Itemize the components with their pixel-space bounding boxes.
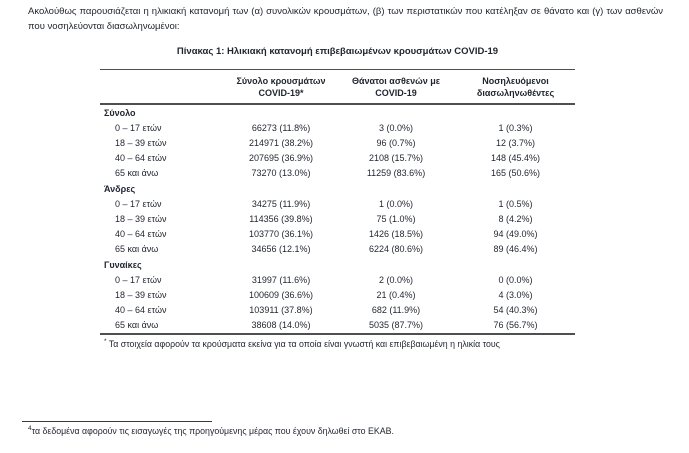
age-label: 65 και άνω <box>115 244 159 254</box>
cases-value: 100609 (36.6%) <box>248 290 314 300</box>
intubated-value: 4 (3.0%) <box>498 290 533 300</box>
table-row: 18 – 39 ετών 214971 (38.2%) 96 (0.7%) 12… <box>100 136 575 151</box>
header-row: Σύνολο κρουσμάτων COVID-19* Θάνατοι ασθε… <box>100 69 575 105</box>
cases-value: 31997 (11.6%) <box>251 275 311 285</box>
page-footnote-text: 4τα δεδομένα αφορούν τις εισαγωγές της π… <box>0 422 689 437</box>
table-row: 40 – 64 ετών 207695 (36.9%) 2108 (15.7%)… <box>100 151 575 166</box>
cases-value: 103770 (36.1%) <box>248 229 314 239</box>
table-title: Πίνακας 1: Ηλικιακή κατανομή επιβεβαιωμέ… <box>176 46 499 57</box>
section-row-men: Άνδρες <box>100 181 575 197</box>
cases-value: 207695 (36.9%) <box>248 153 314 163</box>
section-label: Γυναίκες <box>104 260 142 270</box>
page-footnote: 4τα δεδομένα αφορούν τις εισαγωγές της π… <box>0 421 689 437</box>
deaths-value: 3 (0.0%) <box>378 123 413 133</box>
table-footnote: * Τα στοιχεία αφορούν τα κρούσματα εκείν… <box>100 338 575 350</box>
cases-table: Σύνολο κρουσμάτων COVID-19* Θάνατοι ασθε… <box>100 69 575 335</box>
table-row: 0 – 17 ετών 66273 (11.8%) 3 (0.0%) 1 (0.… <box>100 121 575 136</box>
cases-value: 34656 (12.1%) <box>251 244 311 254</box>
age-label: 18 – 39 ετών <box>115 214 167 224</box>
age-label: 65 και άνω <box>115 168 159 178</box>
deaths-value: 2 (0.0%) <box>378 275 413 285</box>
page-footnote-marker: 4 <box>28 425 32 433</box>
empty-header-cell <box>100 69 226 105</box>
deaths-value: 1426 (18.5%) <box>368 229 424 239</box>
table-footnote-marker: * <box>104 338 107 346</box>
cases-value: 114356 (39.8%) <box>249 214 313 224</box>
table-row: 65 και άνω 38608 (14.0%) 5035 (87.7%) 76… <box>100 318 575 334</box>
table-block: Πίνακας 1: Ηλικιακή κατανομή επιβεβαιωμέ… <box>100 46 575 350</box>
age-label: 0 – 17 ετών <box>115 199 162 209</box>
cases-value: 66273 (11.8%) <box>251 123 311 133</box>
intubated-value: 148 (45.4%) <box>490 153 541 163</box>
age-label: 18 – 39 ετών <box>115 290 167 300</box>
age-label: 40 – 64 ετών <box>115 305 167 315</box>
table-row: 65 και άνω 73270 (13.0%) 11259 (83.6%) 1… <box>100 166 575 181</box>
cases-value: 214971 (38.2%) <box>248 138 314 148</box>
table-footnote-text: Τα στοιχεία αφορούν τα κρούσματα εκείνα … <box>108 339 500 349</box>
intubated-value: 89 (46.4%) <box>493 244 538 254</box>
cases-value: 38608 (14.0%) <box>251 320 311 330</box>
col-header-deaths: Θάνατοι ασθενών με COVID-19 <box>336 69 456 105</box>
deaths-value: 96 (0.7%) <box>376 138 416 148</box>
intubated-value: 0 (0.0%) <box>498 275 533 285</box>
cases-value: 34275 (11.9%) <box>251 199 311 209</box>
deaths-value: 1 (0.0%) <box>378 199 413 209</box>
age-label: 0 – 17 ετών <box>115 123 162 133</box>
age-label: 0 – 17 ετών <box>115 275 162 285</box>
deaths-value: 5035 (87.7%) <box>368 320 424 330</box>
table-row: 18 – 39 ετών 114356 (39.8%) 75 (1.0%) 8 … <box>100 212 575 227</box>
table-row: 40 – 64 ετών 103911 (37.8%) 682 (11.9%) … <box>100 303 575 318</box>
intubated-value: 94 (49.0%) <box>493 229 538 239</box>
table-row: 18 – 39 ετών 100609 (36.6%) 21 (0.4%) 4 … <box>100 288 575 303</box>
cases-value: 73270 (13.0%) <box>251 168 311 178</box>
age-label: 65 και άνω <box>115 320 159 330</box>
intubated-value: 12 (3.7%) <box>495 138 536 148</box>
intubated-value: 1 (0.3%) <box>498 123 533 133</box>
table-row: 0 – 17 ετών 31997 (11.6%) 2 (0.0%) 0 (0.… <box>100 273 575 288</box>
age-label: 40 – 64 ετών <box>115 153 167 163</box>
deaths-value: 2108 (15.7%) <box>368 153 424 163</box>
age-label: 40 – 64 ετών <box>115 229 167 239</box>
deaths-value: 21 (0.4%) <box>376 290 416 300</box>
section-label: Σύνολο <box>104 108 136 118</box>
footnote-separator <box>22 421 212 422</box>
col-header-intubated: Νοσηλευόμενοι διασωληνωθέντες <box>456 69 575 105</box>
deaths-value: 11259 (83.6%) <box>366 168 426 178</box>
section-label: Άνδρες <box>104 184 136 194</box>
table-row: 65 και άνω 34656 (12.1%) 6224 (80.6%) 89… <box>100 242 575 257</box>
intubated-value: 54 (40.3%) <box>493 305 538 315</box>
age-label: 18 – 39 ετών <box>115 138 167 148</box>
intro-paragraph: Ακολούθως παρουσιάζεται η ηλικιακή καταν… <box>28 6 663 32</box>
cases-value: 103911 (37.8%) <box>249 305 313 315</box>
table-row: 0 – 17 ετών 34275 (11.9%) 1 (0.0%) 1 (0.… <box>100 197 575 212</box>
deaths-value: 6224 (80.6%) <box>368 244 424 254</box>
col-header-cases: Σύνολο κρουσμάτων COVID-19* <box>226 69 336 105</box>
intubated-value: 8 (4.2%) <box>498 214 533 224</box>
deaths-value: 75 (1.0%) <box>376 214 416 224</box>
intubated-value: 165 (50.6%) <box>490 168 541 178</box>
deaths-value: 682 (11.9%) <box>371 305 421 315</box>
section-row-women: Γυναίκες <box>100 257 575 273</box>
page-footnote-body: τα δεδομένα αφορούν τις εισαγωγές της πρ… <box>31 426 394 436</box>
table-row: 40 – 64 ετών 103770 (36.1%) 1426 (18.5%)… <box>100 227 575 242</box>
section-row-total: Σύνολο <box>100 104 575 121</box>
intubated-value: 1 (0.5%) <box>498 199 533 209</box>
intubated-value: 76 (56.7%) <box>493 320 538 330</box>
